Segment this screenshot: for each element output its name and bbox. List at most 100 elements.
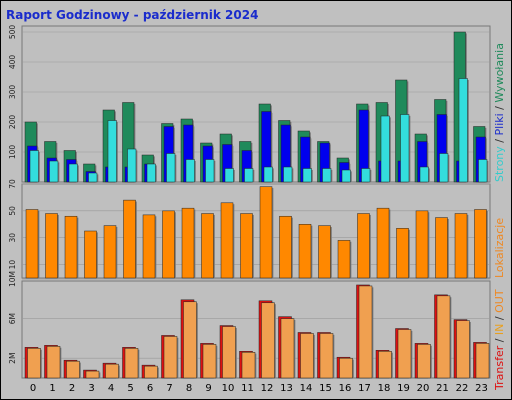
locations-bar: [435, 217, 448, 279]
transfer-out-bar: [144, 365, 158, 379]
transfer-out-bar: [339, 357, 353, 379]
wywolania-bar: [49, 160, 59, 183]
wywolania-bar: [380, 115, 390, 183]
wywolania-bar: [419, 166, 429, 183]
transfer-out-bar: [85, 370, 100, 379]
hour-tick-label: 2: [69, 383, 75, 394]
wywolania-bar: [146, 163, 156, 183]
transfer-out-bar: [261, 302, 275, 379]
locations-y-tick-label: 50: [8, 206, 17, 216]
side-label-strony: Strony: [493, 146, 506, 182]
hour-tick-label: 3: [88, 383, 94, 394]
locations-bar: [162, 210, 175, 279]
wywolania-bar: [263, 166, 273, 183]
side-label-separator: /: [493, 313, 506, 324]
traffic-y-tick-label: 100: [8, 145, 17, 160]
transfer-out-bar: [436, 295, 451, 379]
traffic-side-label: Strony / Pliki / Wywołania: [493, 43, 506, 182]
wywolania-bar: [185, 159, 195, 183]
wywolania-bar: [439, 153, 449, 183]
wywolania-bar: [283, 166, 293, 183]
transfer-out-bar: [241, 352, 256, 379]
hour-tick-label: 17: [358, 383, 371, 394]
wywolania-bar: [322, 168, 332, 183]
transfer-side-label: Transfer / IN / OUT: [493, 289, 506, 391]
transfer-out-bar: [124, 348, 139, 379]
transfer-out-bar: [475, 343, 490, 379]
traffic-plot-area: [21, 25, 491, 183]
wywolania-bar: [361, 168, 371, 183]
side-label-in: IN: [493, 324, 506, 335]
locations-bar: [103, 225, 117, 279]
locations-bar: [474, 209, 487, 279]
transfer-out-bar: [183, 301, 197, 379]
wywolania-bar: [29, 150, 39, 183]
wywolania-bar: [88, 172, 98, 183]
hour-tick-label: 20: [417, 383, 430, 394]
hour-tick-label: 23: [475, 383, 488, 394]
traffic-y-tick-label: 500: [8, 25, 17, 40]
transfer-out-bar: [280, 318, 295, 379]
transfer-y-tick-label: 6M: [8, 313, 17, 324]
wywolania-bar: [400, 114, 410, 183]
locations-bar: [337, 240, 351, 279]
locations-bar: [220, 202, 234, 279]
chart-title: Raport Godzinowy - październik 2024: [6, 8, 258, 22]
wywolania-bar: [68, 163, 78, 183]
wywolania-bar: [127, 148, 137, 183]
locations-bar: [357, 213, 370, 279]
locations-bar: [318, 225, 331, 279]
locations-bar: [64, 215, 78, 279]
side-label-pliki: Pliki: [493, 113, 506, 135]
transfer-out-bar: [417, 344, 431, 379]
traffic-y-tick-label: 400: [8, 55, 17, 70]
locations-y-tick-label: 10: [8, 260, 17, 270]
hour-tick-label: 0: [30, 383, 36, 394]
transfer-out-bar: [202, 344, 217, 379]
wywolania-bar: [107, 120, 117, 183]
locations-bar: [279, 215, 292, 279]
transfer-out-bar: [378, 351, 392, 379]
locations-bar: [454, 213, 468, 279]
hour-tick-label: 1: [49, 383, 55, 394]
side-label-out: OUT: [493, 289, 506, 313]
transfer-out-bar: [27, 348, 41, 379]
hour-tick-label: 12: [261, 383, 274, 394]
transfer-panel: 2M 6M 10M: [8, 271, 491, 379]
wywolania-bar: [478, 159, 488, 183]
locations-bar: [298, 224, 312, 279]
transfer-out-bar: [319, 333, 334, 379]
side-label-wywolania: Wywołania: [493, 43, 506, 103]
locations-y-tick-label: 70: [8, 179, 17, 189]
locations-bar: [25, 209, 39, 279]
traffic-y-tick-label: 200: [8, 115, 17, 130]
hour-tick-label: 16: [339, 383, 352, 394]
transfer-out-bar: [46, 346, 61, 379]
locations-bar: [45, 213, 58, 279]
hour-tick-label: 14: [300, 383, 313, 394]
hour-tick-label: 21: [436, 383, 449, 394]
side-label-separator: /: [493, 136, 506, 147]
wywolania-bar: [244, 168, 254, 183]
locations-bar: [396, 228, 409, 279]
wywolania-bar: [224, 168, 234, 183]
locations-y-tick-label: 30: [8, 233, 17, 243]
hour-tick-label: 8: [186, 383, 192, 394]
transfer-out-bar: [397, 329, 412, 379]
wywolania-bar: [205, 159, 215, 183]
hour-tick-label: 6: [147, 383, 153, 394]
transfer-out-bar: [300, 333, 314, 379]
locations-bar: [415, 210, 429, 279]
hour-tick-label: 4: [108, 383, 114, 394]
locations-panel: 10 30 50 70: [8, 179, 491, 279]
hour-tick-label: 19: [397, 383, 410, 394]
wywolania-bar: [341, 169, 351, 183]
hour-tick-label: 9: [205, 383, 211, 394]
wywolania-bar: [166, 153, 176, 183]
locations-bar: [240, 213, 253, 279]
hour-tick-label: 7: [166, 383, 172, 394]
transfer-y-tick-label: 2M: [8, 353, 17, 364]
hour-tick-label: 15: [319, 383, 332, 394]
locations-bar: [181, 207, 195, 279]
